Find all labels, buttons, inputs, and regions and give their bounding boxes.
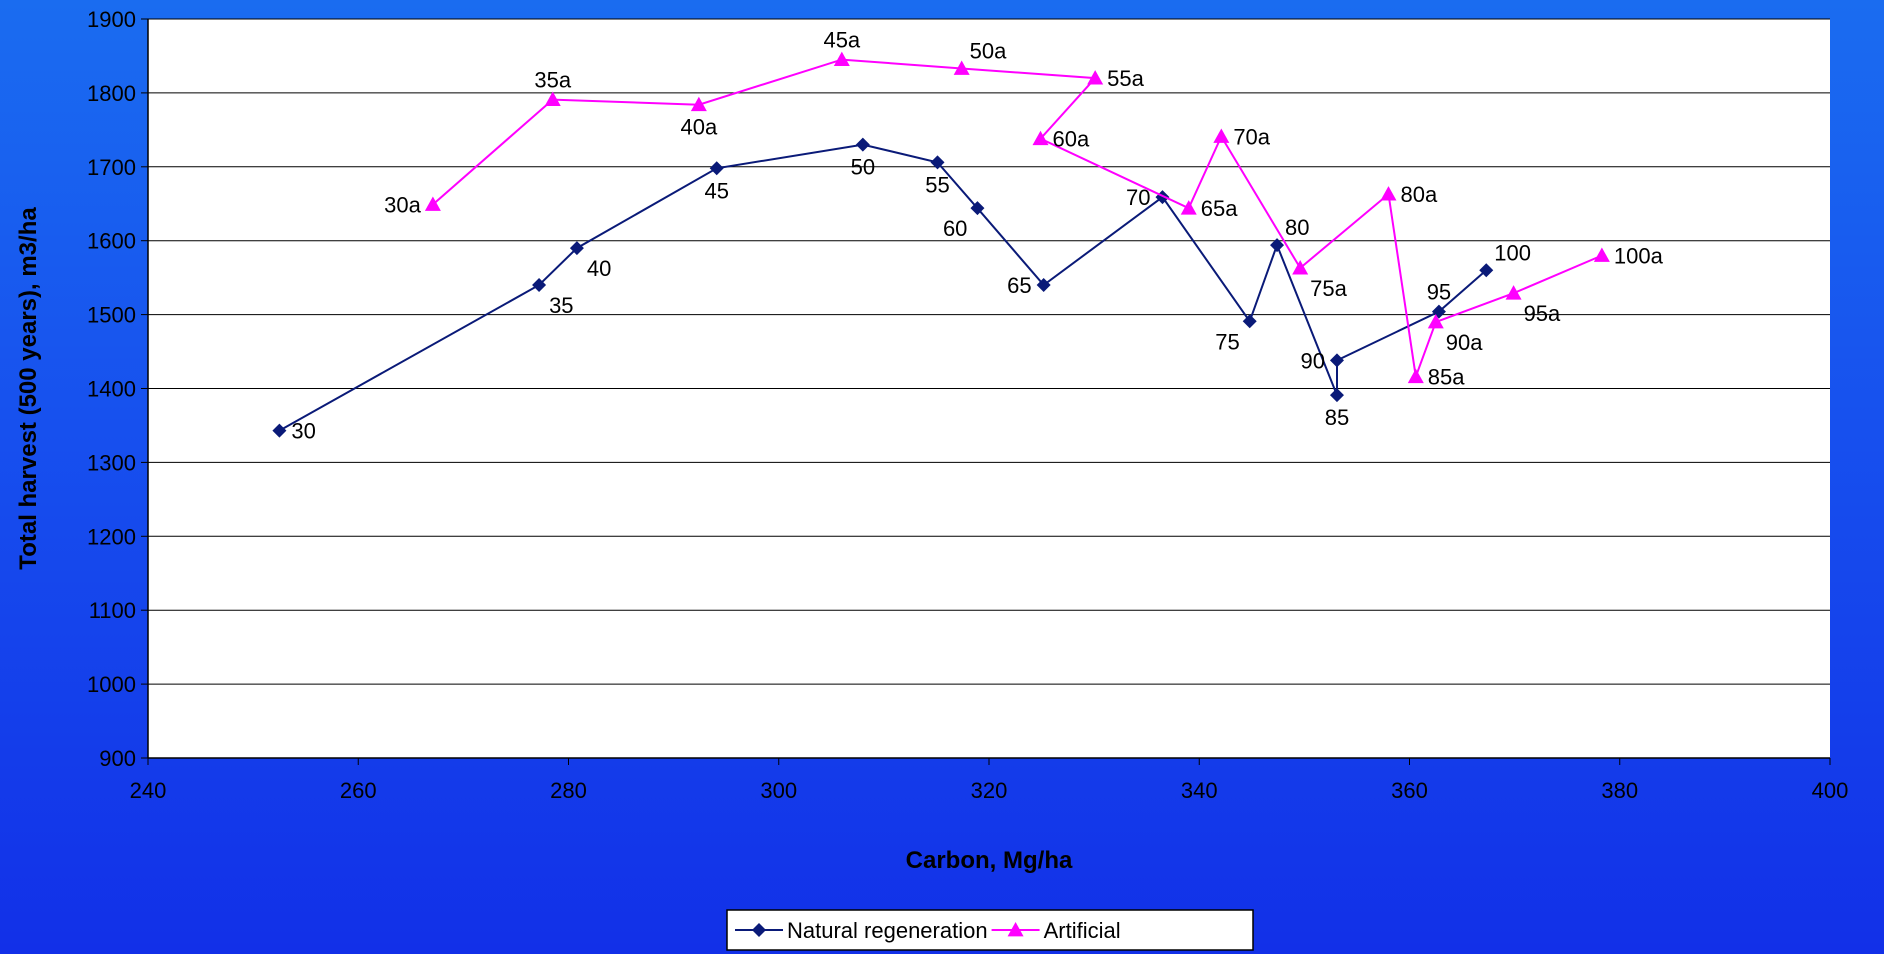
x-tick-label: 320: [971, 778, 1008, 803]
gridlines: [148, 18, 1830, 685]
data-point: [1087, 70, 1104, 85]
series-artificial: 30a 35a 40a 45a 50a 55a 60a 65a 70a 75a 80a 85a 90a 9…: [384, 28, 1663, 390]
y-tick-label: 1500: [87, 303, 136, 328]
legend-marker: [752, 923, 766, 937]
data-label: 75a: [1310, 276, 1347, 301]
data-label: 45: [704, 178, 728, 203]
x-axis-ticks: 240 260 280 300 320 340 360 380 400: [130, 758, 1849, 803]
data-label: 60a: [1053, 127, 1090, 152]
data-point: [1593, 247, 1610, 262]
data-label: 30: [291, 419, 315, 444]
data-point: [953, 60, 970, 75]
data-point: [544, 91, 561, 106]
data-label: 55: [925, 172, 949, 197]
series-layer: 303540455055606570758085909510030a35a40a…: [272, 28, 1664, 444]
data-point: [1329, 353, 1344, 368]
data-label: 95: [1427, 280, 1451, 305]
data-point: [709, 161, 724, 176]
data-label: 35: [549, 293, 573, 318]
data-label: 55a: [1107, 66, 1144, 91]
y-tick-label: 1400: [87, 377, 136, 402]
y-tick-label: 1300: [87, 450, 136, 475]
x-tick-label: 260: [340, 778, 377, 803]
data-label: 70a: [1233, 125, 1270, 150]
x-axis-label: Carbon, Mg/ha: [906, 847, 1073, 874]
y-tick-label: 1700: [87, 155, 136, 180]
data-point: [1427, 313, 1444, 329]
x-tick-label: 380: [1601, 778, 1638, 803]
legend-item-natural-regeneration: Natural regeneration: [735, 918, 988, 943]
data-label: 90: [1300, 348, 1324, 373]
data-label: 85: [1325, 405, 1349, 430]
y-tick-label: 1800: [87, 81, 136, 106]
data-point: [1407, 368, 1424, 384]
data-label: 45a: [823, 28, 860, 53]
legend: Natural regeneration Artificial: [726, 909, 1254, 951]
data-point: [855, 137, 870, 152]
data-point: [1032, 130, 1049, 146]
x-tick-label: 300: [760, 778, 797, 803]
legend-box: [726, 909, 1254, 951]
data-point: [930, 155, 945, 170]
y-axis-ticks: 900 1000 1100 1200 1300 1400 1500 1600 1700 1800 1…: [87, 7, 148, 771]
data-point: [1270, 238, 1285, 253]
data-point: [1329, 388, 1344, 403]
data-label: 75: [1215, 329, 1239, 354]
data-label: 85a: [1428, 365, 1465, 390]
data-point: [970, 201, 985, 216]
y-axis-label: Total harvest (500 years), m3/ha: [15, 207, 42, 570]
data-label: 80: [1285, 215, 1309, 240]
data-point: [1036, 278, 1051, 293]
legend-item-artificial: Artificial: [991, 918, 1121, 943]
x-tick-label: 280: [550, 778, 587, 803]
y-tick-label: 1200: [87, 524, 136, 549]
data-label: 40: [587, 256, 611, 281]
x-tick-label: 360: [1391, 778, 1428, 803]
data-point: [424, 196, 441, 211]
data-label: 60: [943, 216, 967, 241]
data-point: [1505, 285, 1522, 300]
y-tick-label: 1600: [87, 229, 136, 254]
data-point: [1242, 314, 1257, 329]
data-point: [532, 278, 547, 293]
legend-label: Artificial: [1044, 918, 1121, 943]
data-label: 80a: [1400, 182, 1437, 207]
data-label: 50a: [970, 39, 1007, 64]
data-point: [272, 423, 287, 438]
data-label: 100: [1494, 240, 1531, 265]
data-point: [1292, 260, 1309, 275]
data-point: [1380, 186, 1397, 201]
x-tick-label: 240: [130, 778, 167, 803]
data-point: [569, 241, 584, 256]
data-label: 50: [851, 155, 875, 180]
x-tick-label: 400: [1812, 778, 1849, 803]
data-point: [1479, 263, 1494, 278]
data-label: 30a: [384, 192, 421, 217]
legend-marker: [1007, 922, 1024, 937]
y-tick-label: 900: [99, 746, 136, 771]
data-point: [1180, 200, 1197, 215]
data-label: 95a: [1524, 301, 1561, 326]
y-tick-label: 1000: [87, 672, 136, 697]
data-point: [690, 96, 707, 112]
x-tick-label: 340: [1181, 778, 1218, 803]
data-label: 40a: [680, 115, 717, 140]
data-point: [1213, 128, 1230, 143]
y-tick-label: 1100: [89, 598, 136, 623]
data-label: 35a: [534, 68, 571, 93]
data-label: 65a: [1201, 196, 1238, 221]
legend-label: Natural regeneration: [787, 918, 988, 943]
data-label: 65: [1007, 273, 1031, 298]
data-point: [833, 51, 850, 67]
y-tick-label: 1900: [87, 7, 136, 32]
data-label: 90a: [1446, 330, 1483, 355]
data-label: 100a: [1614, 243, 1664, 268]
